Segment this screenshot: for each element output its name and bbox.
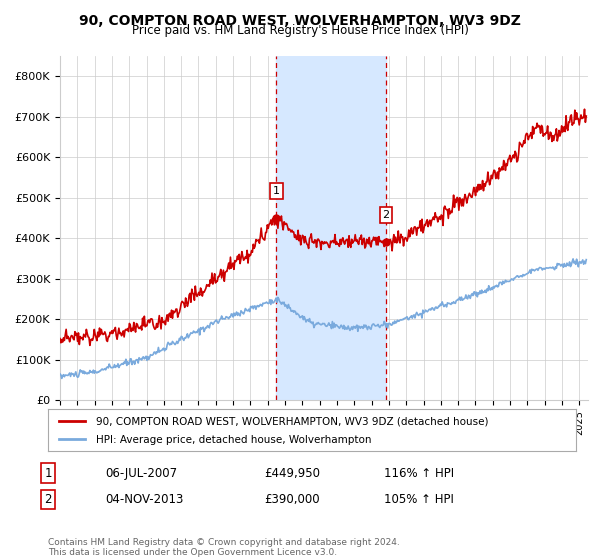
Text: Price paid vs. HM Land Registry's House Price Index (HPI): Price paid vs. HM Land Registry's House … xyxy=(131,24,469,37)
Bar xyxy=(277,56,386,400)
Text: 90, COMPTON ROAD WEST, WOLVERHAMPTON, WV3 9DZ (detached house): 90, COMPTON ROAD WEST, WOLVERHAMPTON, WV… xyxy=(95,417,488,426)
Text: £390,000: £390,000 xyxy=(264,493,320,506)
Text: HPI: Average price, detached house, Wolverhampton: HPI: Average price, detached house, Wolv… xyxy=(95,435,371,445)
Text: 116% ↑ HPI: 116% ↑ HPI xyxy=(384,466,454,480)
Text: 90, COMPTON ROAD WEST, WOLVERHAMPTON, WV3 9DZ: 90, COMPTON ROAD WEST, WOLVERHAMPTON, WV… xyxy=(79,14,521,28)
Text: 2: 2 xyxy=(382,210,389,220)
Text: 04-NOV-2013: 04-NOV-2013 xyxy=(105,493,184,506)
Text: £449,950: £449,950 xyxy=(264,466,320,480)
Text: 06-JUL-2007: 06-JUL-2007 xyxy=(105,466,177,480)
Text: 1: 1 xyxy=(44,466,52,480)
Text: 2: 2 xyxy=(44,493,52,506)
Text: 1: 1 xyxy=(273,186,280,196)
Text: 105% ↑ HPI: 105% ↑ HPI xyxy=(384,493,454,506)
Text: Contains HM Land Registry data © Crown copyright and database right 2024.
This d: Contains HM Land Registry data © Crown c… xyxy=(48,538,400,557)
